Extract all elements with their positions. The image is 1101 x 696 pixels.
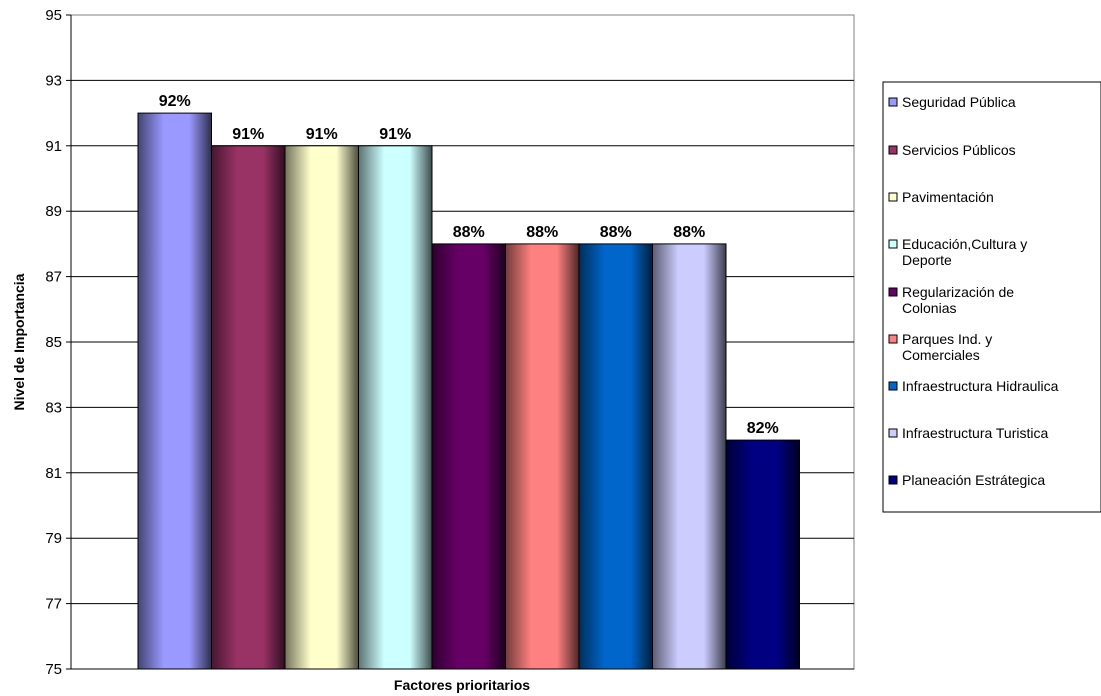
bar — [285, 146, 359, 669]
legend-swatch — [889, 98, 897, 106]
bar — [432, 244, 506, 669]
legend-item: Servicios Públicos — [889, 142, 1016, 158]
legend-swatch — [889, 476, 897, 484]
legend-swatch — [889, 335, 897, 343]
data-label: 82% — [747, 420, 779, 437]
y-tick-label: 85 — [45, 334, 62, 351]
data-label: 88% — [526, 224, 558, 241]
bar — [359, 146, 433, 669]
data-label: 88% — [453, 224, 485, 241]
data-label: 88% — [600, 224, 632, 241]
data-label: 91% — [379, 126, 411, 143]
legend-swatch — [889, 146, 897, 154]
legend-item: Infraestructura Hidraulica — [889, 378, 1059, 394]
legend-swatch — [889, 193, 897, 201]
legend-item: Planeación Estrátegica — [889, 472, 1045, 488]
y-tick-label: 93 — [45, 72, 62, 89]
y-tick-label: 91 — [45, 138, 62, 155]
legend-label: Infraestructura Hidraulica — [902, 378, 1059, 394]
legend-label: Colonias — [902, 300, 956, 316]
y-axis-title: Nivel de Importancia — [11, 273, 27, 410]
legend-label: Deporte — [902, 252, 952, 268]
bar — [138, 113, 212, 669]
y-axis-ticks: 75 77 79 81 83 85 87 89 91 93 95 — [45, 7, 71, 678]
legend-label: Comerciales — [902, 347, 980, 363]
data-label: 92% — [159, 93, 191, 110]
legend-item: Seguridad Pública — [889, 94, 1016, 110]
y-tick-label: 83 — [45, 399, 62, 416]
bar — [579, 244, 653, 669]
legend-swatch — [889, 288, 897, 296]
bar — [212, 146, 286, 669]
legend-label: Infraestructura Turistica — [902, 425, 1048, 441]
legend-label: Educación,Cultura y — [902, 236, 1027, 252]
y-tick-label: 95 — [45, 7, 62, 24]
legend-swatch — [889, 429, 897, 437]
bar — [726, 440, 800, 669]
legend-label: Pavimentación — [902, 189, 994, 205]
legend-item: Pavimentación — [889, 189, 994, 205]
data-label: 88% — [673, 224, 705, 241]
y-tick-label: 81 — [45, 465, 62, 482]
legend-swatch — [889, 240, 897, 248]
legend-item: Infraestructura Turistica — [889, 425, 1048, 441]
y-tick-label: 77 — [45, 596, 62, 613]
y-tick-label: 79 — [45, 530, 62, 547]
y-tick-label: 89 — [45, 203, 62, 220]
bar — [506, 244, 580, 669]
bar — [653, 244, 727, 669]
legend: Seguridad Pública Servicios Públicos Pavim… — [883, 82, 1101, 512]
data-label: 91% — [232, 126, 264, 143]
legend-label: Seguridad Pública — [902, 94, 1016, 110]
legend-swatch — [889, 382, 897, 390]
legend-label: Planeación Estrátegica — [902, 472, 1045, 488]
legend-label: Parques Ind. y — [902, 331, 992, 347]
x-axis-title: Factores prioritarios — [394, 677, 530, 693]
data-label: 91% — [306, 126, 338, 143]
legend-label: Servicios Públicos — [902, 142, 1016, 158]
y-tick-label: 75 — [45, 661, 62, 678]
legend-label: Regularización de — [902, 284, 1014, 300]
y-tick-label: 87 — [45, 269, 62, 286]
